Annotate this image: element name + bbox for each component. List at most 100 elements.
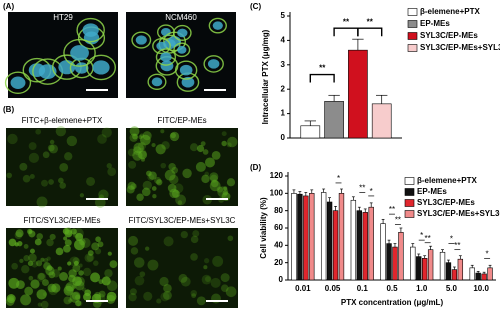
cell xyxy=(6,172,12,179)
cell xyxy=(147,173,155,181)
cell xyxy=(222,190,228,196)
bar xyxy=(320,192,327,281)
cell xyxy=(43,258,49,263)
micrograph xyxy=(6,128,118,206)
bar xyxy=(297,193,303,281)
cell xyxy=(177,200,183,205)
cell xyxy=(16,280,25,289)
bar xyxy=(309,193,315,281)
bar xyxy=(439,251,446,281)
cell xyxy=(7,133,18,145)
cell-nucleus xyxy=(207,59,220,69)
cell xyxy=(84,289,92,297)
bar xyxy=(332,210,339,281)
cell xyxy=(226,142,232,148)
cell xyxy=(59,162,69,172)
x-tick-label: 0.1 xyxy=(357,284,369,293)
cell xyxy=(67,261,72,266)
cell xyxy=(46,256,51,261)
cell xyxy=(130,247,139,255)
cell xyxy=(94,291,102,299)
significance-bracket xyxy=(309,73,335,83)
cell xyxy=(29,174,35,180)
y-tick-label: 4 xyxy=(281,36,286,45)
cell xyxy=(41,179,48,187)
cell xyxy=(146,170,152,177)
cell-nucleus xyxy=(160,27,171,37)
cell xyxy=(134,275,145,286)
cell-membrane xyxy=(155,48,177,66)
cell xyxy=(42,151,50,159)
cell-membrane xyxy=(173,42,191,58)
legend-swatch xyxy=(404,199,415,207)
cell xyxy=(190,235,199,244)
cell xyxy=(19,162,28,171)
x-tick-label: 0.01 xyxy=(295,284,311,293)
legend-swatch xyxy=(407,44,418,52)
cell xyxy=(11,262,18,270)
bar xyxy=(475,272,481,281)
cell xyxy=(211,150,221,160)
bar xyxy=(481,273,487,281)
cell xyxy=(57,266,62,271)
cell xyxy=(152,194,157,199)
cell-nucleus xyxy=(10,76,26,89)
cell xyxy=(202,149,209,155)
cell xyxy=(204,157,215,168)
cell xyxy=(40,257,45,262)
cell xyxy=(210,179,219,188)
bar xyxy=(451,269,458,281)
cell xyxy=(160,129,165,134)
significance-label: * xyxy=(450,235,453,244)
legend-label: β-elemene+PTX xyxy=(420,7,480,16)
cell xyxy=(17,241,23,247)
cell xyxy=(210,277,221,288)
cell xyxy=(101,276,111,286)
cell xyxy=(195,161,206,172)
significance-bracket xyxy=(357,27,383,37)
x-tick-label: 5.0 xyxy=(446,284,458,293)
legend-label: SYL3C/EP-MEs xyxy=(420,31,478,40)
cell xyxy=(148,171,157,180)
bar xyxy=(338,193,345,281)
legend-label: β-elemene+PTX xyxy=(417,176,477,185)
cell xyxy=(133,257,145,268)
x-tick-label: 10.0 xyxy=(473,284,489,293)
cell xyxy=(36,233,44,240)
cell xyxy=(72,264,81,273)
cell xyxy=(58,177,64,184)
cell xyxy=(55,126,67,137)
cell xyxy=(159,276,169,287)
panel-label: (C) xyxy=(250,2,261,11)
cell xyxy=(170,132,176,139)
cell-nucleus xyxy=(92,60,110,75)
cell xyxy=(69,256,80,267)
cell xyxy=(139,133,145,139)
legend-swatch xyxy=(404,188,415,196)
image-title: FITC/SYL3C/EP-MEs xyxy=(24,216,101,225)
cell xyxy=(69,292,81,303)
cell xyxy=(64,152,73,161)
cell xyxy=(28,142,37,151)
panel-label: (A) xyxy=(3,2,14,11)
significance-label: ** xyxy=(319,64,326,73)
cell xyxy=(216,186,224,193)
cell xyxy=(8,295,15,302)
cell xyxy=(130,183,137,190)
cell xyxy=(140,134,151,146)
cell xyxy=(167,183,177,193)
cell xyxy=(48,144,59,154)
cell xyxy=(49,139,55,145)
cell xyxy=(227,136,238,148)
cell xyxy=(81,287,87,292)
cell xyxy=(192,230,200,238)
y-tick-label: 60 xyxy=(274,223,283,232)
cell xyxy=(104,269,113,278)
cell xyxy=(182,168,192,179)
cell xyxy=(73,260,79,266)
cell xyxy=(190,289,198,297)
cell xyxy=(51,283,61,293)
cell xyxy=(28,152,40,164)
panel-label: (B) xyxy=(3,105,14,114)
cell xyxy=(35,128,42,135)
